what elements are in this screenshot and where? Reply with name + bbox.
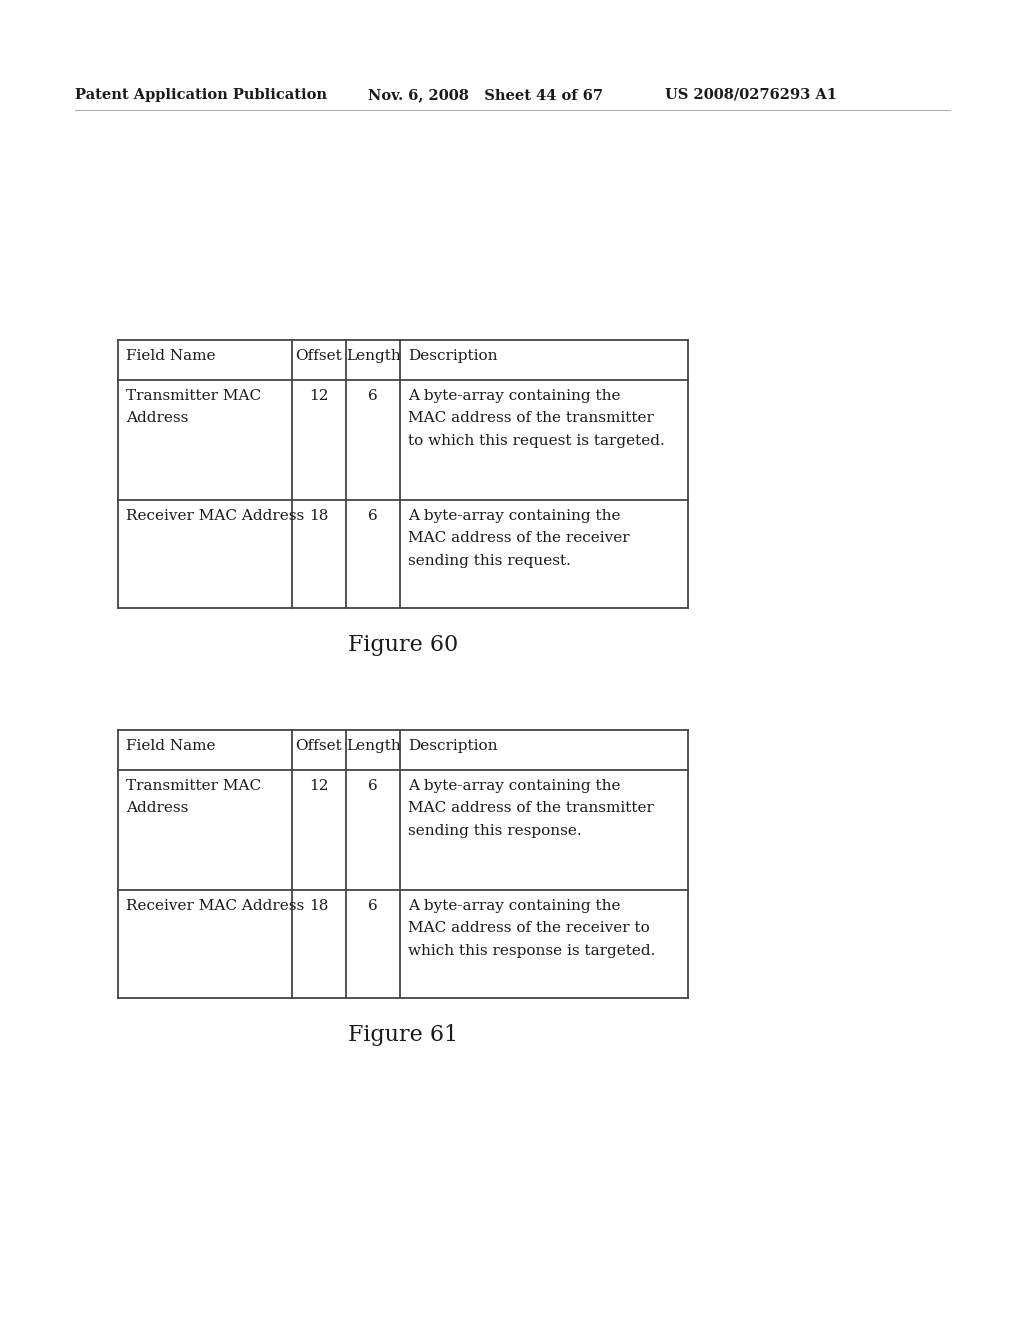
Text: A byte-array containing the
MAC address of the transmitter
sending this response: A byte-array containing the MAC address … bbox=[409, 779, 654, 837]
Text: 18: 18 bbox=[309, 899, 329, 913]
Text: Field Name: Field Name bbox=[126, 739, 215, 752]
Text: 6: 6 bbox=[369, 510, 378, 523]
Text: Length: Length bbox=[346, 739, 400, 752]
Text: A byte-array containing the
MAC address of the receiver
sending this request.: A byte-array containing the MAC address … bbox=[409, 510, 630, 568]
Bar bbox=[118, 341, 688, 609]
Text: Receiver MAC Address: Receiver MAC Address bbox=[126, 510, 304, 523]
Text: Offset: Offset bbox=[296, 739, 342, 752]
Text: Length: Length bbox=[346, 348, 400, 363]
Text: Description: Description bbox=[409, 739, 498, 752]
Text: 18: 18 bbox=[309, 510, 329, 523]
Text: Transmitter MAC
Address: Transmitter MAC Address bbox=[126, 779, 261, 816]
Bar bbox=[118, 730, 688, 998]
Text: Figure 61: Figure 61 bbox=[348, 1024, 458, 1045]
Text: 6: 6 bbox=[369, 389, 378, 403]
Text: A byte-array containing the
MAC address of the transmitter
to which this request: A byte-array containing the MAC address … bbox=[409, 389, 665, 447]
Text: 6: 6 bbox=[369, 899, 378, 913]
Text: Field Name: Field Name bbox=[126, 348, 215, 363]
Text: Transmitter MAC
Address: Transmitter MAC Address bbox=[126, 389, 261, 425]
Text: 12: 12 bbox=[309, 389, 329, 403]
Text: US 2008/0276293 A1: US 2008/0276293 A1 bbox=[665, 88, 837, 102]
Text: Offset: Offset bbox=[296, 348, 342, 363]
Text: Receiver MAC Address: Receiver MAC Address bbox=[126, 899, 304, 913]
Text: Nov. 6, 2008   Sheet 44 of 67: Nov. 6, 2008 Sheet 44 of 67 bbox=[368, 88, 603, 102]
Text: A byte-array containing the
MAC address of the receiver to
which this response i: A byte-array containing the MAC address … bbox=[409, 899, 655, 957]
Text: 6: 6 bbox=[369, 779, 378, 793]
Text: 12: 12 bbox=[309, 779, 329, 793]
Text: Description: Description bbox=[409, 348, 498, 363]
Text: Figure 60: Figure 60 bbox=[348, 634, 458, 656]
Text: Patent Application Publication: Patent Application Publication bbox=[75, 88, 327, 102]
